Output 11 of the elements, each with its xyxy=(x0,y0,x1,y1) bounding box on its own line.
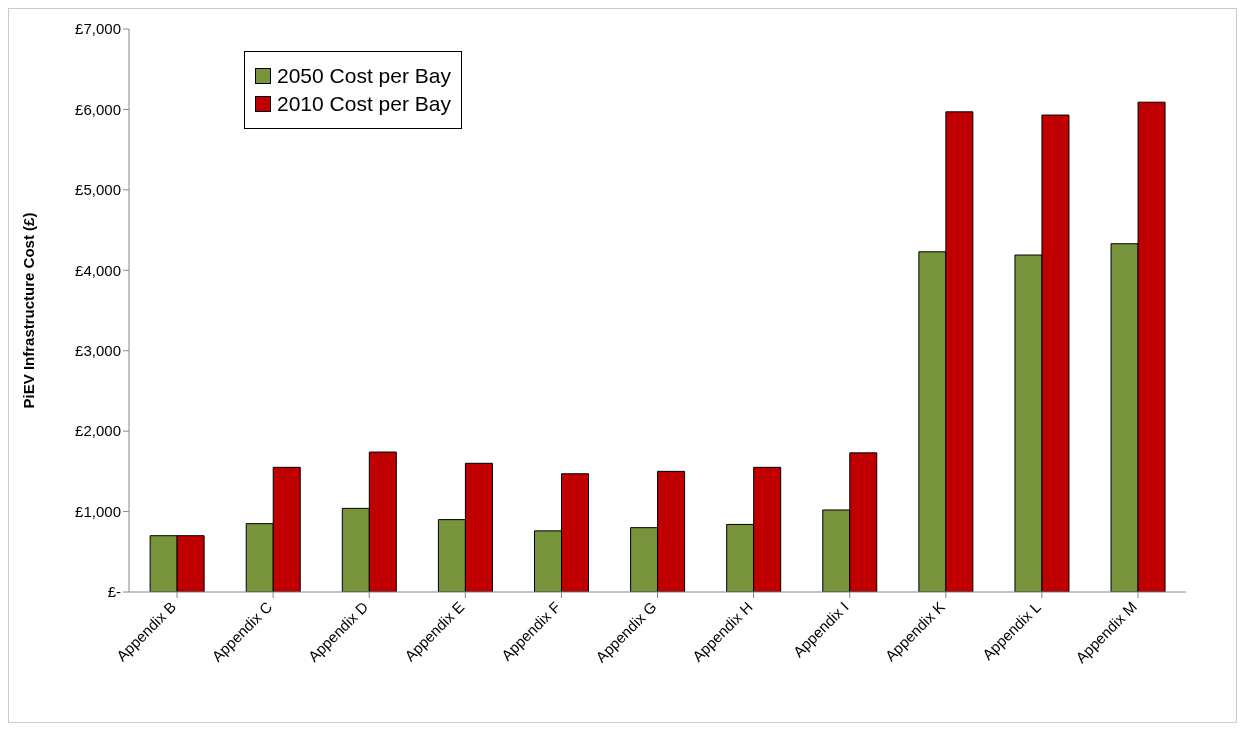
legend-label: 2050 Cost per Bay xyxy=(277,64,451,88)
y-tick-label: £2,000 xyxy=(75,422,121,440)
y-tick-label: £6,000 xyxy=(75,100,121,118)
y-tick-label: £- xyxy=(107,583,121,601)
y-tick-label: £5,000 xyxy=(75,181,121,199)
y-tick-label: £3,000 xyxy=(75,342,121,360)
y-axis-title: PiEV Infrastructure Cost (£) xyxy=(20,212,38,409)
y-tick-label: £4,000 xyxy=(75,261,121,279)
legend-label: 2010 Cost per Bay xyxy=(277,92,451,116)
y-tick-label: £7,000 xyxy=(75,20,121,38)
y-tick-label: £1,000 xyxy=(75,502,121,520)
